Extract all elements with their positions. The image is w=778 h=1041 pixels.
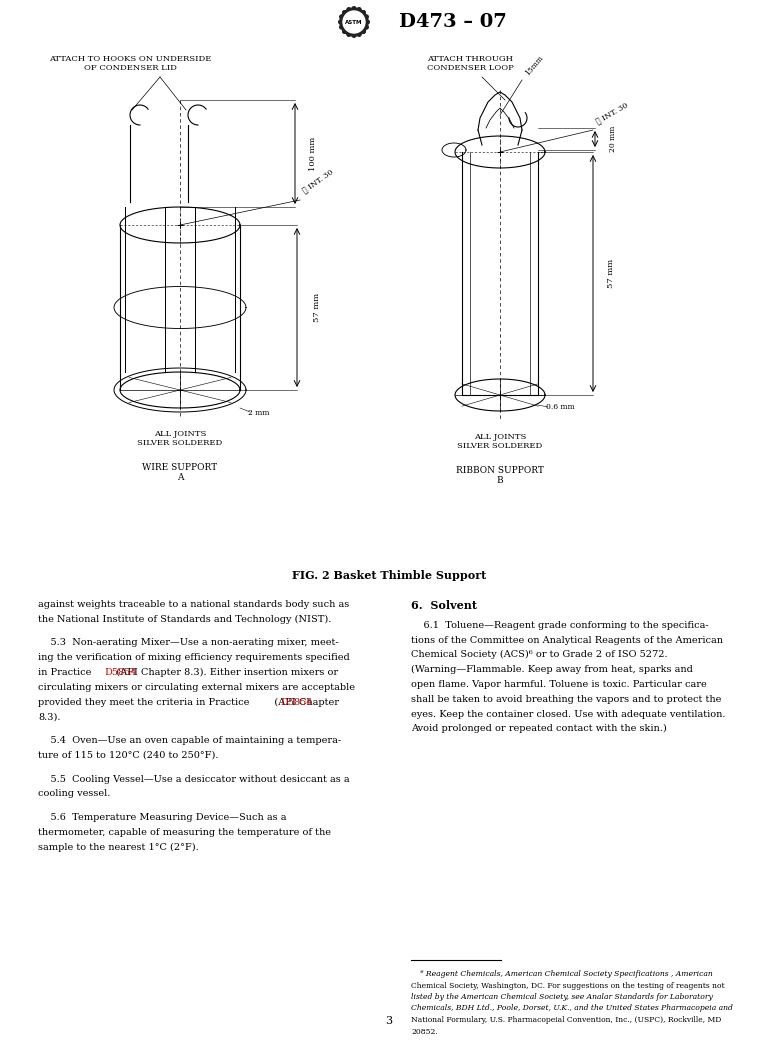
Text: ALL JOINTS
SILVER SOLDERED: ALL JOINTS SILVER SOLDERED xyxy=(457,433,542,450)
Text: 20852.: 20852. xyxy=(411,1027,438,1036)
Circle shape xyxy=(352,6,356,10)
Text: D5854: D5854 xyxy=(104,668,136,677)
Circle shape xyxy=(347,7,351,11)
Text: ATTACH TO HOOKS ON UNDERSIDE
OF CONDENSER LID: ATTACH TO HOOKS ON UNDERSIDE OF CONDENSE… xyxy=(49,55,211,72)
Circle shape xyxy=(357,7,361,11)
Text: ATTACH THROUGH
CONDENSER LOOP: ATTACH THROUGH CONDENSER LOOP xyxy=(426,55,513,72)
Text: Avoid prolonged or repeated contact with the skin.): Avoid prolonged or repeated contact with… xyxy=(411,725,667,734)
Text: D473 – 07: D473 – 07 xyxy=(399,12,506,31)
Circle shape xyxy=(338,20,342,24)
Text: tions of the Committee on Analytical Reagents of the American: tions of the Committee on Analytical Rea… xyxy=(411,635,723,644)
Text: 8.3).: 8.3). xyxy=(38,712,61,721)
Text: ASTM: ASTM xyxy=(345,20,363,25)
Text: 0.6 mm: 0.6 mm xyxy=(546,403,575,411)
Text: National Formulary, U.S. Pharmacopeial Convention, Inc., (USPC), Rockville, MD: National Formulary, U.S. Pharmacopeial C… xyxy=(411,1016,721,1024)
Text: WIRE SUPPORT
A: WIRE SUPPORT A xyxy=(142,463,218,482)
Text: shall be taken to avoid breathing the vapors and to protect the: shall be taken to avoid breathing the va… xyxy=(411,694,721,704)
Text: D5854: D5854 xyxy=(280,697,313,707)
Text: cooling vessel.: cooling vessel. xyxy=(38,789,110,798)
Text: 3: 3 xyxy=(385,1016,393,1026)
Text: against weights traceable to a national standards body such as: against weights traceable to a national … xyxy=(38,600,349,609)
Circle shape xyxy=(365,15,368,19)
Text: circulating mixers or circulating external mixers are acceptable: circulating mixers or circulating extern… xyxy=(38,683,355,692)
Text: ing the verification of mixing efficiency requirements specified: ing the verification of mixing efficienc… xyxy=(38,654,350,662)
Text: provided they meet the criteria in Practice        (API Chapter: provided they meet the criteria in Pract… xyxy=(38,697,339,707)
Text: 6.  Solvent: 6. Solvent xyxy=(411,600,477,611)
Text: 6.1  Toluene—Reagent grade conforming to the specifica-: 6.1 Toluene—Reagent grade conforming to … xyxy=(411,620,709,630)
Circle shape xyxy=(347,32,351,36)
Text: ALL JOINTS
SILVER SOLDERED: ALL JOINTS SILVER SOLDERED xyxy=(138,430,223,448)
Text: ⌀ INT. 30: ⌀ INT. 30 xyxy=(302,169,335,195)
Text: 5.3  Non-aerating Mixer—Use a non-aerating mixer, meet-: 5.3 Non-aerating Mixer—Use a non-aeratin… xyxy=(38,638,338,648)
Text: 15mm: 15mm xyxy=(524,53,545,77)
Text: thermometer, capable of measuring the temperature of the: thermometer, capable of measuring the te… xyxy=(38,828,331,837)
Circle shape xyxy=(340,8,368,36)
Text: (Warning—Flammable. Keep away from heat, sparks and: (Warning—Flammable. Keep away from heat,… xyxy=(411,665,693,675)
Circle shape xyxy=(365,25,368,29)
Text: 57 mm: 57 mm xyxy=(313,293,321,322)
Text: RIBBON SUPPORT
B: RIBBON SUPPORT B xyxy=(456,466,544,485)
Text: sample to the nearest 1°C (2°F).: sample to the nearest 1°C (2°F). xyxy=(38,843,198,852)
Text: 2 mm: 2 mm xyxy=(248,409,269,417)
Text: FIG. 2 Basket Thimble Support: FIG. 2 Basket Thimble Support xyxy=(292,570,486,581)
Text: 5.5  Cooling Vessel—Use a desiccator without desiccant as a: 5.5 Cooling Vessel—Use a desiccator with… xyxy=(38,775,349,784)
Circle shape xyxy=(340,15,343,19)
Text: Chemicals, BDH Ltd., Poole, Dorset, U.K., and the United States Pharmacopeia and: Chemicals, BDH Ltd., Poole, Dorset, U.K.… xyxy=(411,1005,733,1013)
Circle shape xyxy=(343,11,365,33)
Circle shape xyxy=(352,33,356,37)
Text: 100 mm: 100 mm xyxy=(309,136,317,171)
Text: ⌀ INT. 30: ⌀ INT. 30 xyxy=(595,101,629,126)
Text: 20 mm: 20 mm xyxy=(609,126,617,152)
Text: 57 mm: 57 mm xyxy=(607,259,615,288)
Circle shape xyxy=(342,30,346,33)
Text: Chemical Society (ACS)⁶ or to Grade 2 of ISO 5272.: Chemical Society (ACS)⁶ or to Grade 2 of… xyxy=(411,651,668,659)
Circle shape xyxy=(366,20,370,24)
Circle shape xyxy=(357,32,361,36)
Text: Chemical Society, Washington, DC. For suggestions on the testing of reagents not: Chemical Society, Washington, DC. For su… xyxy=(411,982,724,990)
Circle shape xyxy=(340,25,343,29)
Text: 5.4  Oven—Use an oven capable of maintaining a tempera-: 5.4 Oven—Use an oven capable of maintain… xyxy=(38,736,341,745)
Text: the National Institute of Standards and Technology (NIST).: the National Institute of Standards and … xyxy=(38,615,331,624)
Circle shape xyxy=(342,10,346,15)
Text: ⁶ Reagent Chemicals, American Chemical Society Specifications , American: ⁶ Reagent Chemicals, American Chemical S… xyxy=(411,970,713,977)
Text: 5.6  Temperature Measuring Device—Such as a: 5.6 Temperature Measuring Device—Such as… xyxy=(38,813,286,822)
Text: listed by the American Chemical Society, see Analar Standards for Laboratory: listed by the American Chemical Society,… xyxy=(411,993,713,1001)
Circle shape xyxy=(362,10,366,15)
Text: open flame. Vapor harmful. Toluene is toxic. Particular care: open flame. Vapor harmful. Toluene is to… xyxy=(411,680,706,689)
Text: in Practice        (API Chapter 8.3). Either insertion mixers or: in Practice (API Chapter 8.3). Either in… xyxy=(38,668,338,678)
Circle shape xyxy=(362,30,366,33)
Text: eyes. Keep the container closed. Use with adequate ventilation.: eyes. Keep the container closed. Use wit… xyxy=(411,710,726,718)
Text: ture of 115 to 120°C (240 to 250°F).: ture of 115 to 120°C (240 to 250°F). xyxy=(38,751,219,760)
